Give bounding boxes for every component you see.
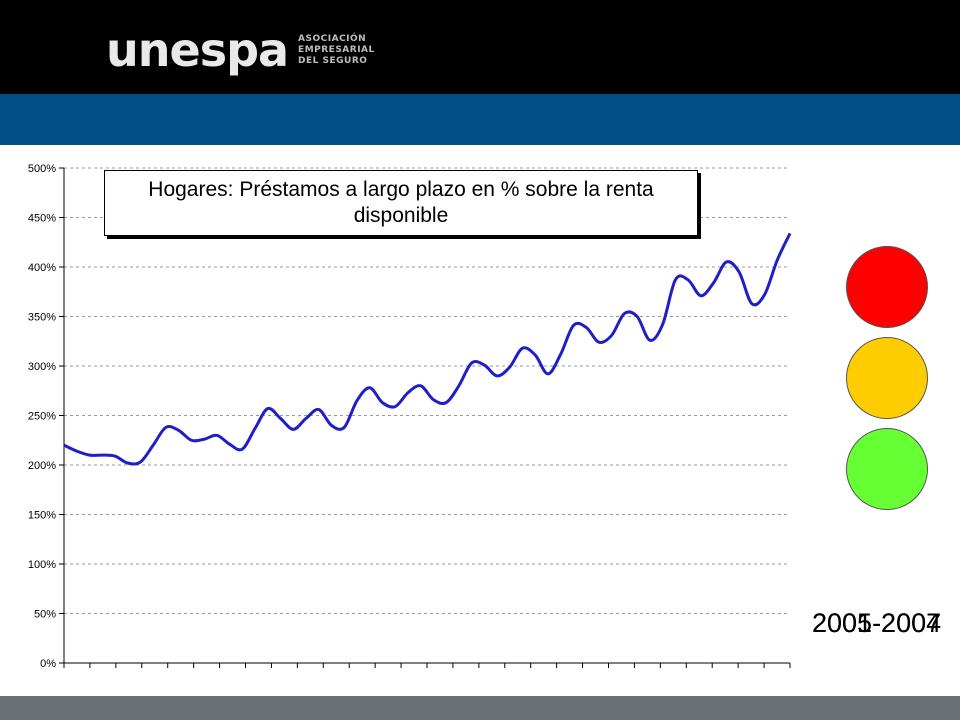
data-point <box>637 316 638 317</box>
data-point <box>216 435 217 436</box>
data-point <box>293 429 294 430</box>
data-point <box>344 427 345 428</box>
data-point <box>548 373 549 374</box>
data-point <box>178 430 179 431</box>
header-bar: unespa ASOCIACIÓN EMPRESARIAL DEL SEGURO <box>0 0 960 94</box>
data-point <box>76 451 77 452</box>
data-point <box>331 425 332 426</box>
data-point <box>242 449 243 450</box>
y-tick-label: 0% <box>40 658 56 670</box>
logo-subtitle-line: EMPRESARIAL <box>298 44 375 55</box>
data-point <box>89 455 90 456</box>
data-point <box>446 402 447 403</box>
data-point <box>560 354 561 355</box>
data-point <box>102 455 103 456</box>
data-point <box>649 340 650 341</box>
data-point <box>700 295 701 296</box>
data-point <box>420 385 421 386</box>
data-point <box>522 348 523 349</box>
y-tick-label: 250% <box>28 411 56 423</box>
data-point <box>369 387 370 388</box>
data-point <box>764 294 765 295</box>
data-point <box>751 303 752 304</box>
data-point <box>127 463 128 464</box>
logo-subtitle-line: ASOCIACIÓN <box>298 33 367 44</box>
data-point <box>471 363 472 364</box>
data-point <box>739 271 740 272</box>
data-point <box>153 445 154 446</box>
data-point <box>611 335 612 336</box>
data-point <box>458 385 459 386</box>
y-tick-label: 400% <box>28 262 56 274</box>
data-point <box>675 279 676 280</box>
chart-title-box: Hogares: Préstamos a largo plazo en % so… <box>104 170 698 236</box>
data-point <box>662 324 663 325</box>
data-point <box>306 418 307 419</box>
data-point <box>191 440 192 441</box>
accent-bar <box>0 94 960 145</box>
data-point <box>790 233 791 234</box>
data-point <box>713 282 714 283</box>
data-point <box>535 355 536 356</box>
logo-wordmark: unespa <box>106 23 289 77</box>
data-point <box>382 402 383 403</box>
data-point <box>356 400 357 401</box>
data-point <box>484 365 485 366</box>
y-tick-label: 500% <box>28 163 56 175</box>
y-tick-label: 50% <box>34 609 56 621</box>
data-point <box>497 375 498 376</box>
data-point <box>573 325 574 326</box>
line-chart: 0% 50% 100% 150% 200% 250% 300% 350% 400% 450% 500… <box>28 163 792 670</box>
logo-subtitle: ASOCIACIÓN EMPRESARIAL DEL SEGURO <box>298 34 375 67</box>
data-point <box>280 418 281 419</box>
y-tick-label: 450% <box>28 213 56 225</box>
data-point <box>204 439 205 440</box>
green-light-icon <box>846 428 928 510</box>
series-line <box>63 232 792 466</box>
data-point <box>407 392 408 393</box>
amber-light-icon <box>846 337 928 419</box>
red-light-icon <box>846 246 928 328</box>
y-tick-label: 300% <box>28 361 56 373</box>
period-label-a: 2005-2007 <box>812 608 942 638</box>
data-point <box>229 444 230 445</box>
data-point <box>64 445 65 446</box>
y-tick-label: 100% <box>28 559 56 571</box>
data-point <box>318 409 319 410</box>
data-point <box>586 327 587 328</box>
logo-subtitle-line: DEL SEGURO <box>298 55 368 66</box>
data-point <box>624 313 625 314</box>
data-point <box>267 408 268 409</box>
data-point <box>777 260 778 261</box>
chart-title-line: Hogares: Préstamos a largo plazo en % so… <box>148 178 654 201</box>
unespa-logo: unespa ASOCIACIÓN EMPRESARIAL DEL SEGURO <box>106 23 375 77</box>
chart-title-line: disponible <box>353 204 449 227</box>
y-tick-label: 150% <box>28 510 56 522</box>
y-tick-label: 350% <box>28 312 56 324</box>
data-point <box>433 399 434 400</box>
data-point <box>509 366 510 367</box>
data-point <box>598 342 599 343</box>
data-point <box>140 462 141 463</box>
data-point <box>255 428 256 429</box>
y-tick-label: 200% <box>28 460 56 472</box>
footer-bar <box>0 696 960 720</box>
data-point <box>726 262 727 263</box>
data-point <box>688 279 689 280</box>
period-label-b: 2001-2004 <box>812 608 942 638</box>
data-point <box>114 456 115 457</box>
data-point <box>165 427 166 428</box>
data-point <box>395 406 396 407</box>
